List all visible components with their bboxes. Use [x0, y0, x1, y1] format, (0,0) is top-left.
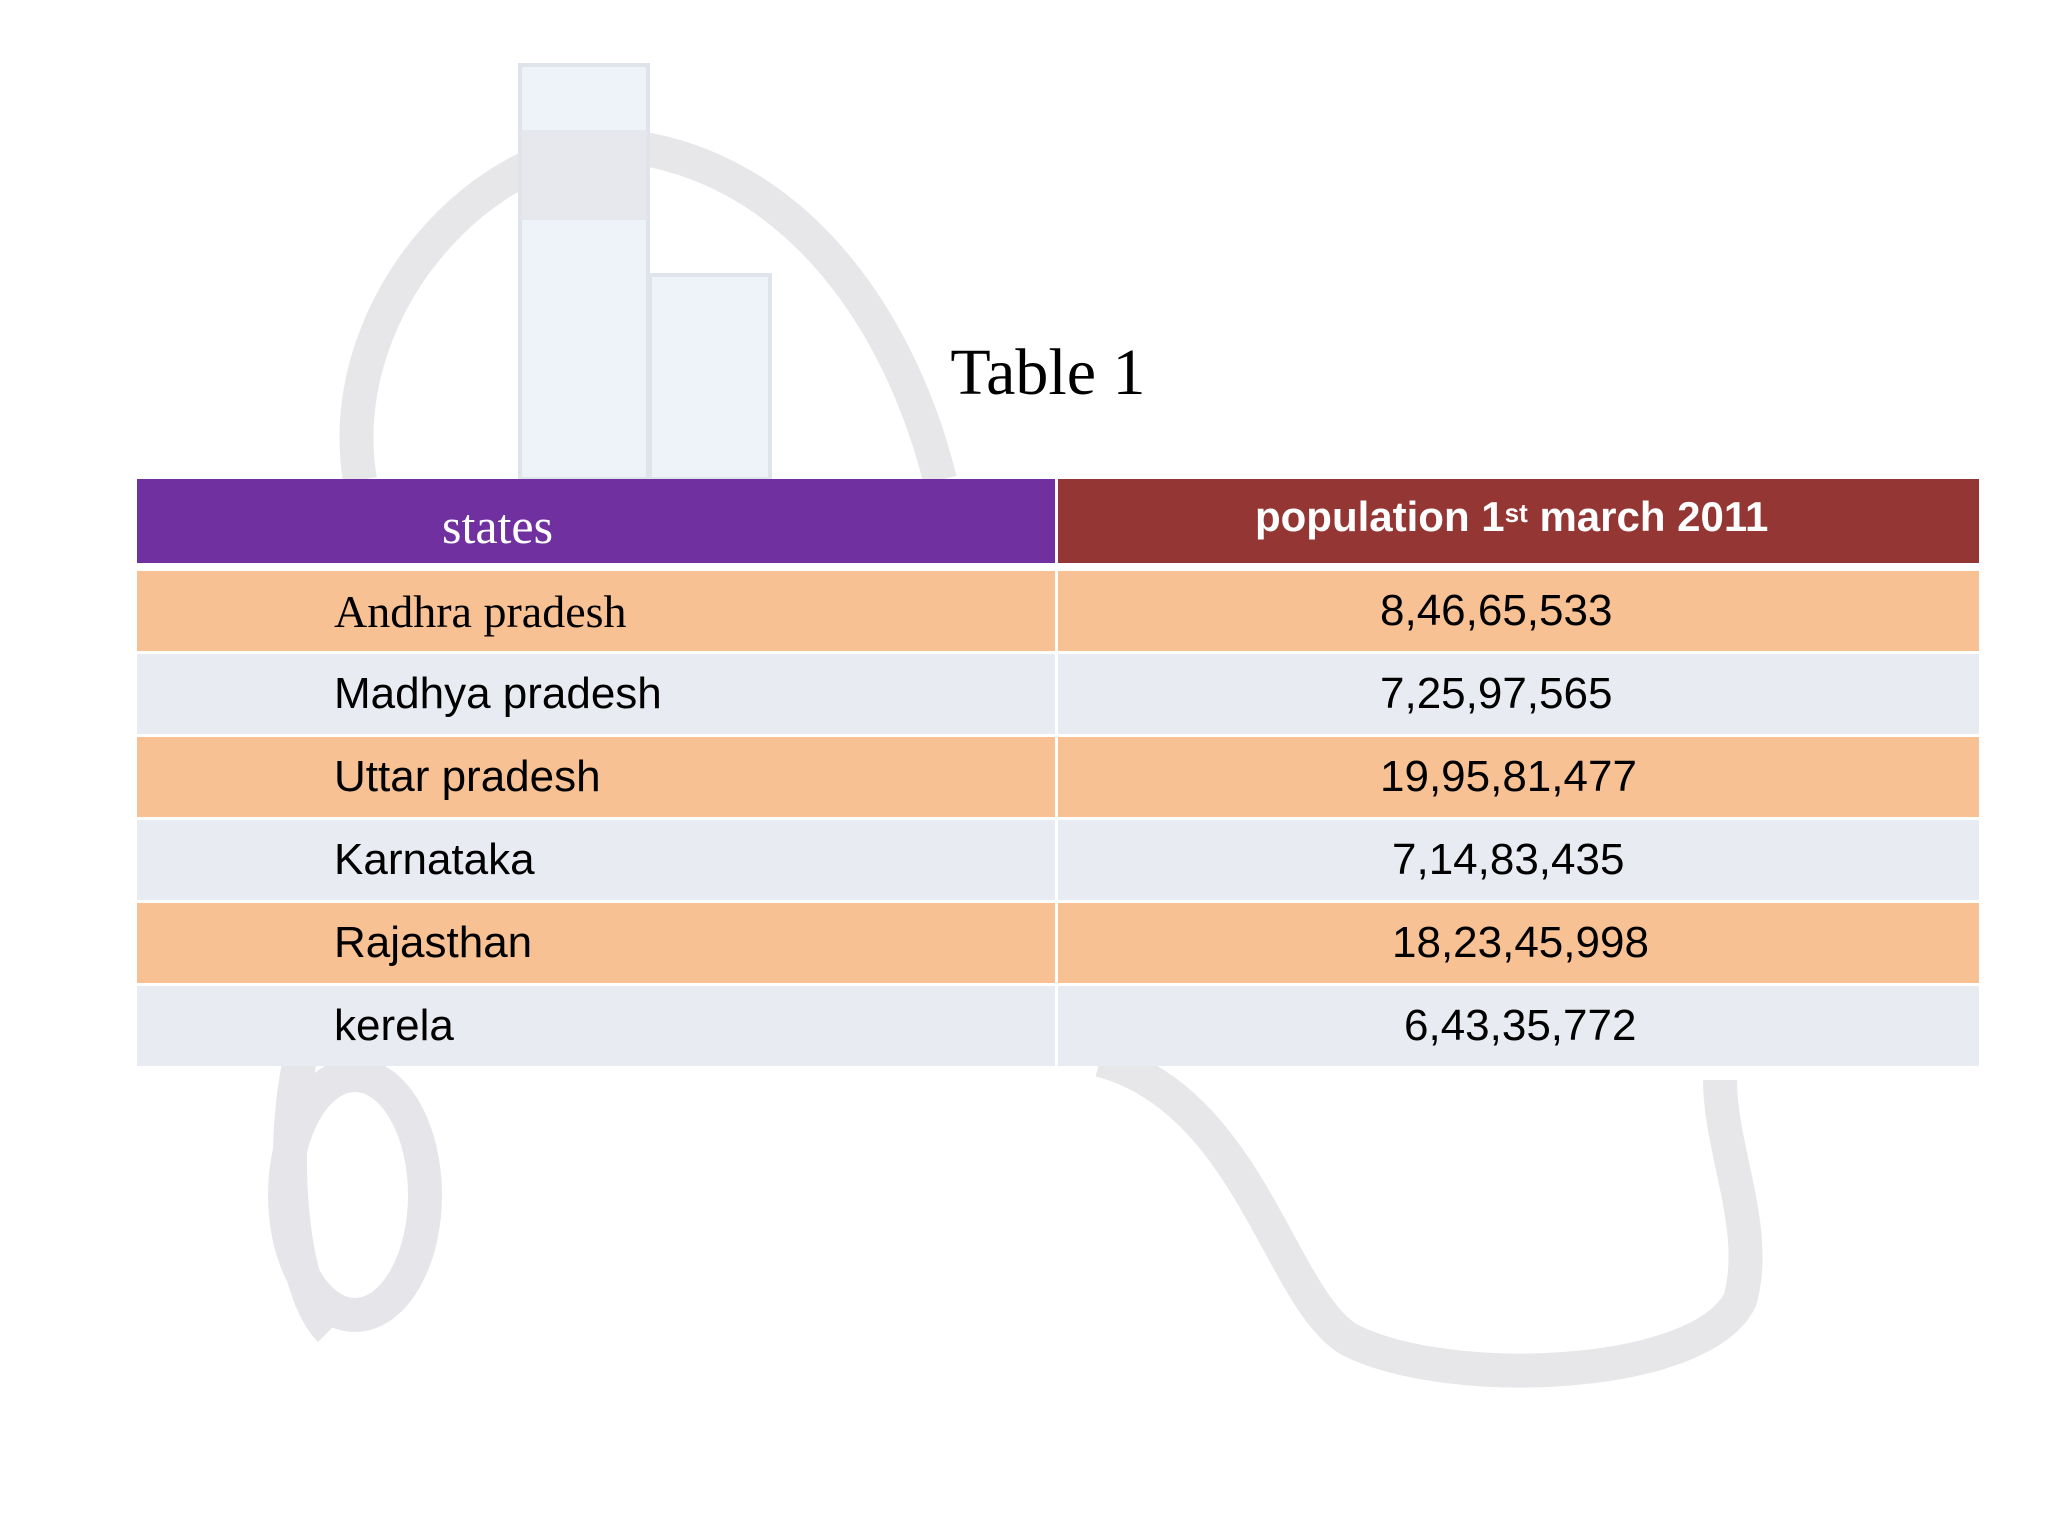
header-text: population 1 — [1255, 493, 1505, 540]
table-cell: 19,95,81,477 — [1058, 737, 1979, 817]
table-row: Uttar pradesh 19,95,81,477 — [137, 737, 1979, 817]
bg-bar — [518, 63, 650, 481]
table-cell: Uttar pradesh — [137, 737, 1055, 817]
table-cell: 7,25,97,565 — [1058, 654, 1979, 734]
table-row: kerela 6,43,35,772 — [137, 986, 1979, 1066]
table-row: Rajasthan 18,23,45,998 — [137, 903, 1979, 983]
header-sup: st — [1504, 497, 1528, 528]
header-text: march 2011 — [1527, 493, 1769, 540]
table-cell: Andhra pradesh — [137, 571, 1055, 651]
header-cell: states — [137, 479, 1055, 563]
bg-band — [520, 130, 648, 220]
table-cell: Karnataka — [137, 820, 1055, 900]
table-cell: 18,23,45,998 — [1058, 903, 1979, 983]
table-cell: 6,43,35,772 — [1058, 986, 1979, 1066]
table-cell: 8,46,65,533 — [1058, 571, 1979, 651]
title: Table 1 — [950, 336, 1146, 409]
table-cell: kerela — [137, 986, 1055, 1066]
table-row: Karnataka 7,14,83,435 — [137, 820, 1979, 900]
table-cell: Rajasthan — [137, 903, 1055, 983]
table-cell: 7,14,83,435 — [1058, 820, 1979, 900]
table-cell: Madhya pradesh — [137, 654, 1055, 734]
table-row: Andhra pradesh 8,46,65,533 — [137, 571, 1979, 651]
table-row: Madhya pradesh 7,25,97,565 — [137, 654, 1979, 734]
